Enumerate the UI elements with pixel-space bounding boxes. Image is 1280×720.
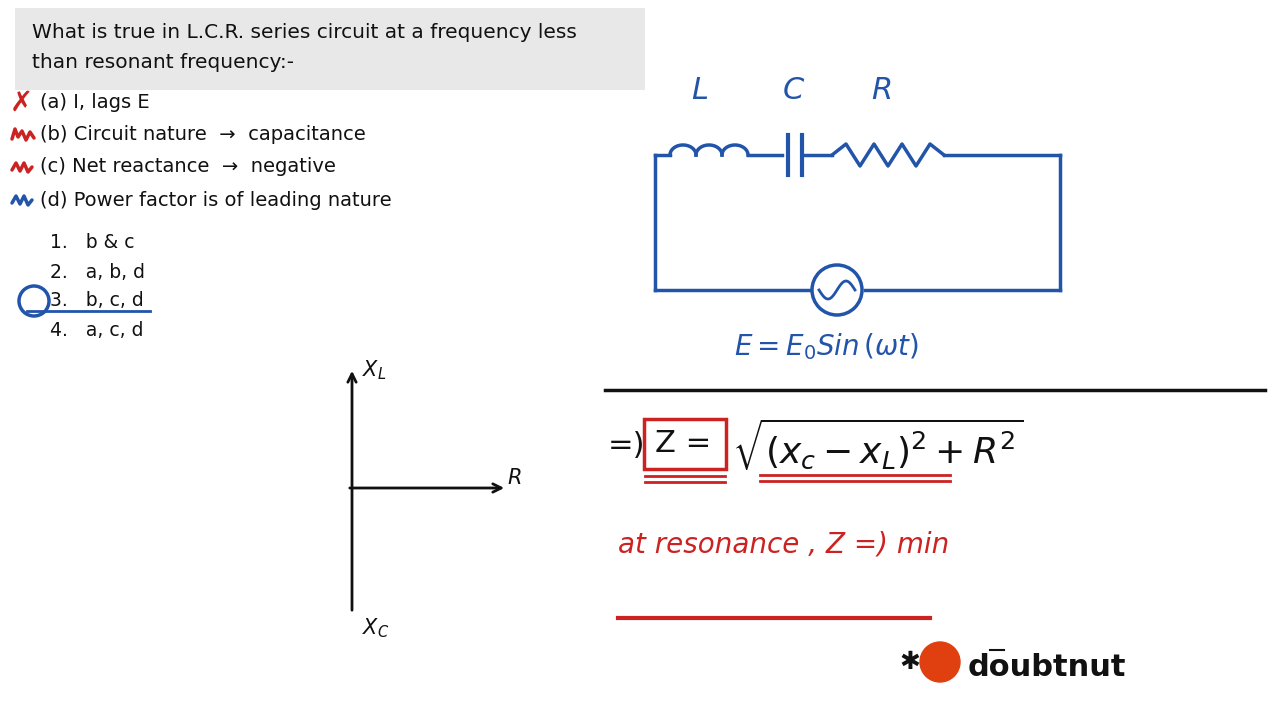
Text: 4.   a, c, d: 4. a, c, d: [50, 320, 143, 340]
Text: $E = E_0 Sin\,(\omega t)$: $E = E_0 Sin\,(\omega t)$: [735, 331, 919, 361]
Text: $\sqrt{(x_c - x_L)^2 + R^2}$: $\sqrt{(x_c - x_L)^2 + R^2}$: [732, 417, 1023, 473]
Text: 2.   a, b, d: 2. a, b, d: [50, 263, 145, 282]
Text: =): =): [608, 431, 645, 459]
Text: 1.   b & c: 1. b & c: [50, 233, 134, 253]
Text: $X_L$: $X_L$: [362, 358, 387, 382]
Circle shape: [920, 642, 960, 682]
Text: What is true in L.C.R. series circuit at a frequency less: What is true in L.C.R. series circuit at…: [32, 23, 577, 42]
Text: ✗: ✗: [10, 89, 33, 117]
Text: R: R: [872, 76, 892, 105]
Text: $R$: $R$: [507, 468, 521, 488]
Text: L: L: [691, 76, 709, 105]
Text: Z =: Z =: [655, 430, 712, 459]
Text: $X_C$: $X_C$: [362, 616, 389, 639]
FancyBboxPatch shape: [15, 8, 645, 90]
Text: (a) I, lags E: (a) I, lags E: [40, 94, 150, 112]
FancyBboxPatch shape: [644, 419, 726, 469]
Text: doubtnut: doubtnut: [968, 652, 1126, 682]
Text: C: C: [782, 76, 804, 105]
Text: (b) Circuit nature  →  capacitance: (b) Circuit nature → capacitance: [40, 125, 366, 143]
Text: ✱: ✱: [900, 650, 920, 674]
Text: (c) Net reactance  →  negative: (c) Net reactance → negative: [40, 158, 335, 176]
Text: 3.   b, c, d: 3. b, c, d: [50, 292, 143, 310]
Text: at resonance , Z =) min: at resonance , Z =) min: [618, 531, 950, 559]
Text: than resonant frequency:-: than resonant frequency:-: [32, 53, 294, 72]
Text: (d) Power factor is of leading nature: (d) Power factor is of leading nature: [40, 191, 392, 210]
